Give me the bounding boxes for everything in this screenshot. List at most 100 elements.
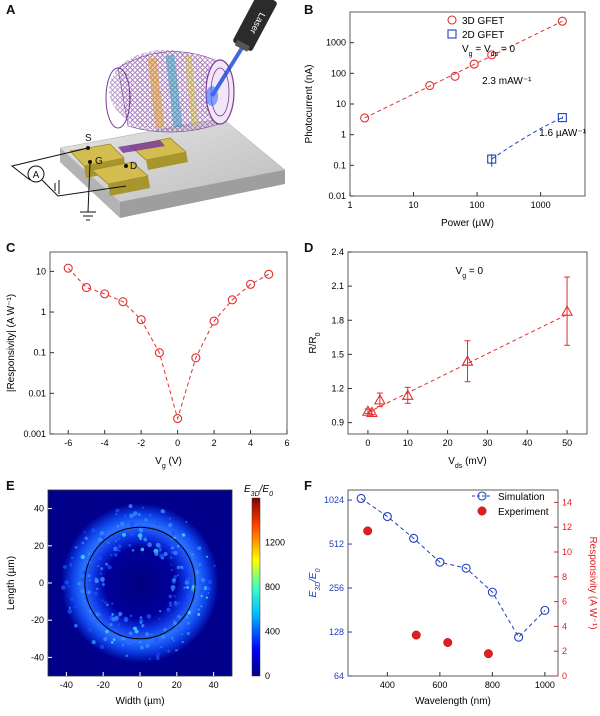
field-speckle — [129, 521, 135, 526]
data-point — [561, 305, 574, 316]
y2-tick-label: 2 — [562, 646, 567, 656]
field-speckle — [67, 585, 69, 588]
field-speckle — [158, 618, 161, 620]
field-speckle — [146, 614, 152, 619]
field-speckle — [131, 548, 135, 552]
field-speckle — [172, 578, 176, 582]
field-speckle — [78, 583, 81, 586]
field-speckle — [100, 567, 103, 570]
experiment-point — [483, 649, 493, 659]
simulation-point — [487, 587, 497, 597]
data-point — [154, 348, 164, 358]
field-speckle — [198, 568, 201, 571]
plot-frame — [347, 251, 588, 435]
simulation-point — [356, 493, 366, 504]
electrodes — [69, 137, 188, 196]
panel-label-d: D — [304, 240, 314, 255]
colorbar-tick-label: 800 — [265, 582, 280, 592]
field-speckle — [169, 603, 172, 607]
x-tick-label: 600 — [432, 680, 447, 690]
field-speckle — [197, 546, 202, 551]
field-speckle — [172, 639, 175, 642]
field-speckle — [105, 562, 109, 566]
field-speckle — [177, 574, 179, 577]
field-speckle — [97, 565, 100, 568]
data-point — [63, 263, 73, 273]
data-point — [373, 393, 386, 405]
condition-note: Vg = 0 — [456, 266, 484, 280]
field-speckle — [134, 629, 139, 634]
field-speckle — [116, 536, 121, 541]
plot-frame — [347, 489, 559, 677]
field-speckle — [160, 548, 162, 551]
field-speckle — [62, 565, 67, 569]
field-speckle — [199, 589, 203, 593]
panel-label-e: E — [6, 478, 15, 493]
field-speckle — [137, 533, 143, 538]
field-speckle — [187, 621, 191, 625]
field-speckle — [123, 616, 129, 622]
y-tick-label: -20 — [31, 615, 44, 625]
field-speckle — [156, 654, 160, 658]
simulation-point — [435, 557, 445, 567]
field-speckle — [114, 540, 117, 543]
y-tick-label: 0.9 — [331, 418, 344, 428]
field-speckle — [177, 648, 179, 651]
legend-label-simulation: Simulation — [498, 492, 545, 503]
field-speckle — [150, 633, 153, 636]
field-speckle — [206, 586, 211, 592]
field-speckle — [154, 637, 159, 642]
x-tick-label: 400 — [380, 680, 395, 690]
field-speckle — [139, 645, 144, 650]
field-speckle — [170, 585, 176, 590]
data-point — [227, 295, 237, 305]
field-speckle — [166, 607, 171, 612]
field-speckle — [158, 652, 161, 655]
simulation-point — [382, 511, 392, 522]
field-speckle — [106, 603, 109, 607]
graphene-tube — [105, 50, 235, 133]
panel-label-f: F — [304, 478, 312, 493]
field-speckle — [85, 618, 89, 621]
y-tick-label: 1 — [341, 130, 346, 140]
experiment-point — [411, 630, 421, 640]
field-speckle — [67, 609, 73, 614]
field-speckle — [144, 518, 148, 522]
field-speckle — [148, 513, 153, 518]
simulation-line — [360, 498, 546, 638]
series-line — [67, 267, 270, 421]
laser: Laser — [206, 0, 277, 106]
y-tick-label: 20 — [34, 541, 44, 551]
fit-line — [367, 314, 568, 413]
field-speckle — [159, 553, 164, 559]
field-speckle — [173, 575, 177, 579]
field-speckle — [115, 508, 120, 513]
field-speckle — [177, 601, 181, 604]
field-speckle — [200, 594, 203, 598]
x-tick-label: 0 — [137, 680, 142, 690]
field-speckle — [111, 617, 116, 622]
x-axis-label: Vg (V) — [155, 456, 182, 470]
terminal-d: D — [130, 161, 137, 172]
y-tick-label: -40 — [31, 652, 44, 662]
panel-label-a: A — [6, 2, 16, 17]
field-speckle — [139, 641, 142, 643]
field-speckle — [99, 572, 103, 575]
y-tick-label: 256 — [329, 583, 344, 593]
field-speckle — [128, 504, 133, 509]
fit-line-3d — [364, 20, 563, 119]
field-speckle — [176, 626, 179, 629]
field-speckle — [99, 644, 105, 649]
field-speckle — [64, 580, 70, 585]
data-point — [118, 297, 128, 307]
field-speckle — [128, 642, 131, 645]
field-speckle — [170, 546, 175, 550]
field-speckle — [180, 549, 184, 552]
y-tick-label: 0.01 — [28, 388, 46, 398]
terminal-s: S — [85, 133, 92, 144]
field-speckle — [118, 614, 121, 617]
data-point-3d-gfet — [487, 50, 497, 60]
field-speckle — [160, 646, 163, 648]
data-point-3d-gfet — [425, 80, 435, 91]
field-speckle — [181, 640, 184, 644]
